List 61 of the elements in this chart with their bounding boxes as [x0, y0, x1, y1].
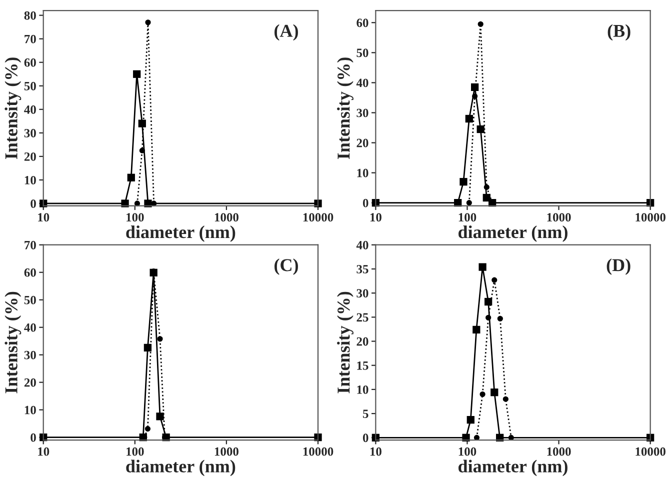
x-tick-label: 10	[38, 213, 50, 222]
y-tick-label: 30	[356, 108, 368, 118]
y-tick-label: 20	[24, 152, 36, 161]
x-tick-label: 10000	[636, 447, 666, 456]
x-axis-title: diameter (nm)	[458, 460, 568, 476]
annotation: (C)	[274, 258, 298, 275]
y-tick-label: 30	[356, 289, 368, 298]
y-axis-title: Intensity (%)	[4, 292, 22, 394]
y-tick-label: 0	[30, 433, 36, 442]
y-tick-label: 50	[356, 48, 368, 58]
y-tick-label: 50	[24, 82, 36, 90]
y-tick-label: 5	[362, 410, 368, 418]
x-tick-label: 10000	[303, 213, 334, 222]
x-axis-title: diameter (nm)	[458, 225, 568, 242]
y-tick-label: 35	[356, 265, 368, 274]
x-tick-label: 1000	[547, 213, 571, 222]
y-tick-label: 20	[356, 138, 368, 148]
y-tick-label: 40	[24, 323, 36, 332]
x-tick-label: 1000	[214, 447, 238, 456]
y-tick-label: 10	[357, 168, 368, 178]
x-tick-label: 100	[458, 447, 476, 456]
y-tick-label: 40	[356, 78, 368, 88]
x-tick-label: 100	[458, 213, 476, 222]
y-tick-label: 70	[24, 34, 36, 44]
y-tick-label: 0	[362, 434, 368, 442]
annotation: (B)	[608, 24, 630, 41]
y-tick-label: 0	[362, 198, 368, 208]
y-tick-label: 20	[24, 378, 36, 387]
x-tick-label: 1000	[547, 447, 571, 456]
y-tick-label: 20	[356, 337, 368, 346]
annotation: (D)	[606, 258, 630, 275]
y-tick-label: 10	[24, 176, 36, 184]
y-tick-label: 15	[357, 361, 368, 370]
y-tick-label: 40	[24, 105, 36, 114]
x-tick-label: 10000	[303, 447, 334, 456]
y-axis-title: Intensity (%)	[337, 292, 354, 394]
y-tick-label: 60	[24, 268, 36, 277]
x-tick-label: 10	[38, 447, 50, 456]
x-tick-label: 1000	[214, 213, 238, 222]
y-tick-label: 50	[24, 296, 36, 304]
y-tick-label: 10	[357, 385, 368, 394]
x-tick-label: 100	[126, 213, 144, 222]
x-tick-label: 10	[370, 447, 382, 456]
x-axis-title: diameter (nm)	[126, 460, 236, 476]
x-tick-label: 100	[126, 447, 144, 456]
y-axis-title: Intensity (%)	[337, 58, 354, 160]
y-tick-label: 70	[24, 240, 36, 250]
y-tick-label: 30	[24, 350, 36, 360]
y-tick-label: 60	[356, 18, 368, 28]
x-axis-title: diameter (nm)	[126, 225, 236, 242]
y-tick-label: 0	[30, 199, 36, 208]
annotation: (A)	[274, 24, 298, 41]
y-tick-label: 25	[356, 313, 368, 322]
y-tick-label: 40	[356, 240, 368, 250]
y-tick-label: 10	[24, 406, 36, 414]
y-tick-label: 80	[24, 11, 36, 20]
x-tick-label: 10000	[636, 213, 666, 222]
y-axis-title: Intensity (%)	[4, 58, 22, 160]
x-tick-label: 10	[370, 213, 382, 222]
y-tick-label: 30	[24, 128, 36, 138]
y-tick-label: 60	[24, 58, 36, 67]
